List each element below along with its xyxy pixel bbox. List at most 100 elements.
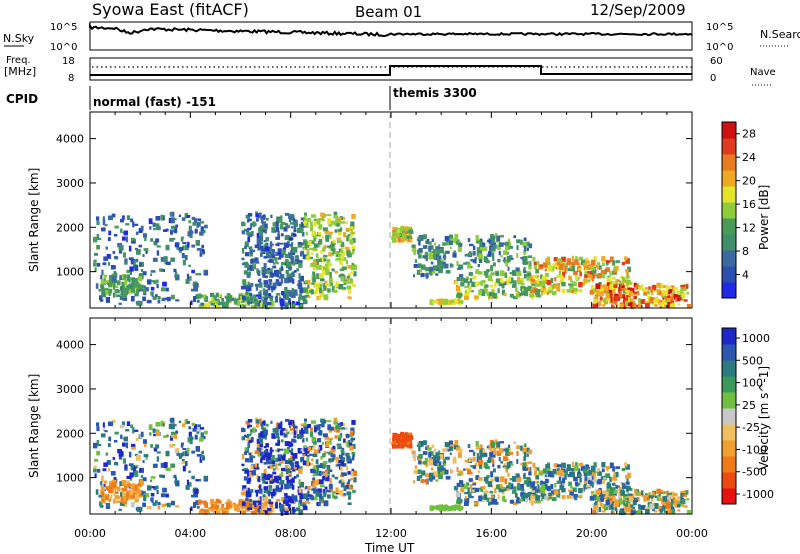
- data-cell: [569, 285, 574, 290]
- data-cell: [291, 477, 295, 483]
- data-cell: [264, 224, 268, 228]
- data-cell: [574, 497, 578, 501]
- data-cell: [261, 423, 264, 430]
- data-cell: [188, 264, 191, 268]
- data-cell: [103, 278, 106, 284]
- data-cell: [254, 305, 257, 309]
- data-cell: [637, 509, 642, 514]
- data-cell: [122, 236, 126, 241]
- data-cell: [523, 456, 526, 462]
- data-cell: [634, 510, 639, 513]
- data-cell: [522, 256, 527, 261]
- data-cell: [103, 486, 106, 490]
- data-cell: [437, 471, 442, 474]
- data-cell: [289, 459, 292, 464]
- data-cell: [528, 243, 533, 249]
- data-cell: [255, 491, 259, 497]
- data-cell: [537, 484, 540, 490]
- data-cell: [654, 510, 658, 513]
- data-cell: [121, 215, 125, 220]
- data-cell: [270, 478, 275, 484]
- data-cell: [558, 270, 561, 276]
- data-cell: [155, 279, 159, 284]
- data-cell: [279, 298, 285, 304]
- data-cell: [152, 428, 156, 432]
- data-cell: [486, 291, 492, 297]
- data-cell: [561, 288, 566, 294]
- data-cell: [258, 488, 263, 494]
- data-cell: [544, 272, 549, 278]
- data-cell: [310, 431, 314, 438]
- data-cell: [184, 418, 189, 425]
- data-cell: [309, 247, 313, 250]
- data-cell: [602, 510, 606, 513]
- data-cell: [610, 297, 613, 303]
- data-cell: [93, 236, 98, 243]
- data-cell: [496, 235, 501, 242]
- data-cell: [293, 435, 297, 438]
- data-cell: [505, 244, 510, 247]
- data-cell: [605, 294, 610, 300]
- data-cell: [603, 271, 607, 274]
- time-tick-label: 20:00: [576, 527, 608, 540]
- data-cell: [313, 243, 319, 248]
- data-cell: [263, 473, 267, 480]
- data-cell: [599, 265, 602, 270]
- data-cell: [288, 504, 291, 510]
- data-cell: [427, 241, 432, 245]
- data-cell: [247, 419, 253, 423]
- data-cell: [281, 291, 285, 296]
- data-cell: [241, 230, 246, 235]
- data-cell: [515, 293, 521, 298]
- data-cell: [277, 488, 281, 493]
- data-cell: [464, 492, 470, 495]
- data-cell: [523, 274, 528, 279]
- data-cell: [313, 283, 318, 288]
- data-cell: [131, 287, 135, 292]
- data-cell: [266, 423, 269, 427]
- data-cell: [681, 504, 684, 507]
- data-cell: [323, 213, 326, 218]
- data-cell: [352, 452, 355, 458]
- data-cell: [544, 495, 548, 501]
- data-cell: [541, 481, 547, 486]
- data-cell: [329, 282, 334, 286]
- data-cell: [260, 447, 264, 451]
- data-cell: [338, 454, 343, 459]
- data-cell: [477, 250, 483, 255]
- data-cell: [488, 502, 491, 506]
- data-cell: [640, 505, 645, 511]
- data-cell: [332, 239, 336, 244]
- data-cell: [487, 481, 493, 487]
- data-cell: [352, 246, 355, 252]
- data-cell: [233, 298, 238, 303]
- data-cell: [96, 238, 102, 241]
- data-cell: [276, 499, 281, 502]
- data-cell: [342, 472, 347, 477]
- data-cell: [298, 468, 303, 474]
- data-cell: [112, 498, 116, 504]
- data-cell: [520, 489, 525, 492]
- data-cell: [613, 472, 617, 478]
- data-cell: [430, 261, 434, 265]
- data-cell: [611, 294, 616, 301]
- data-cell: [528, 471, 532, 476]
- data-cell: [109, 481, 113, 486]
- data-cell: [509, 257, 514, 260]
- data-cell: [248, 234, 253, 237]
- data-cell: [154, 242, 157, 246]
- data-cell: [124, 262, 128, 265]
- data-cell: [290, 478, 293, 485]
- data-cell: [196, 222, 201, 227]
- data-cell: [199, 221, 205, 224]
- data-cell: [460, 277, 465, 282]
- data-cell: [271, 455, 276, 459]
- data-cell: [395, 433, 398, 438]
- data-cell: [292, 233, 297, 237]
- data-cell: [187, 482, 192, 487]
- data-cell: [272, 489, 275, 493]
- data-cell: [428, 451, 432, 458]
- data-cell: [335, 487, 339, 493]
- data-cell: [326, 245, 332, 248]
- data-cell: [311, 470, 316, 474]
